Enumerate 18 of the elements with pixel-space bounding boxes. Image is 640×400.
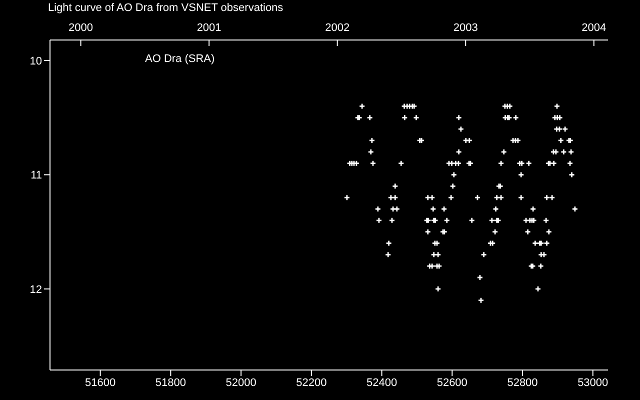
y-tick-label: 11 [30,170,42,182]
x-tick-label: 52400 [366,376,398,389]
x2-tick-label: 2002 [325,22,350,34]
x-tick-label: 52600 [436,376,468,389]
x2-tick-label: 2003 [453,22,478,34]
x-tick-label: 51600 [85,376,116,389]
x-tick-label: 53000 [578,376,608,389]
x-tick-label: 52200 [296,376,327,389]
x-tick-label: 52000 [226,376,256,389]
x-tick-label: 51800 [155,376,186,389]
x2-tick-label: 2000 [68,22,94,34]
chart-title: Light curve of AO Dra from VSNET observations [48,2,284,14]
x2-tick-label: 2004 [582,22,606,34]
annotation: AO Dra (SRA) [145,53,215,65]
x-tick-label: 52800 [507,376,538,389]
x2-tick-label: 2001 [196,22,222,34]
y-tick-label: 12 [30,284,42,296]
y-tick-label: 10 [30,55,42,68]
